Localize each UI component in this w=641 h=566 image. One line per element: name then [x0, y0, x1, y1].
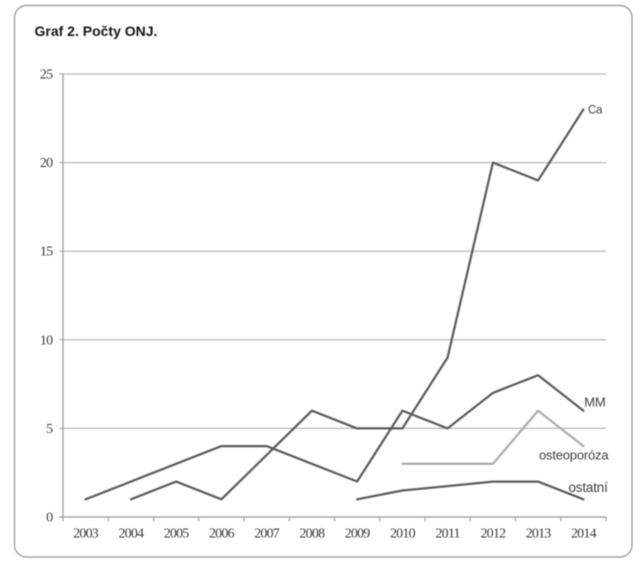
svg-text:Ca: Ca: [588, 105, 603, 117]
svg-text:25: 25: [40, 68, 53, 83]
svg-text:2012: 2012: [480, 527, 506, 542]
svg-text:10: 10: [40, 333, 53, 348]
svg-text:2007: 2007: [254, 527, 280, 542]
svg-text:ostatní: ostatní: [569, 480, 609, 495]
svg-text:20: 20: [40, 156, 53, 171]
svg-text:2005: 2005: [164, 527, 190, 542]
svg-text:15: 15: [40, 245, 53, 260]
svg-text:0: 0: [46, 511, 53, 526]
svg-text:2011: 2011: [435, 527, 460, 542]
svg-text:2004: 2004: [118, 527, 144, 542]
svg-text:2009: 2009: [345, 527, 371, 542]
svg-text:5: 5: [46, 422, 53, 437]
svg-text:2003: 2003: [73, 527, 99, 542]
svg-text:2014: 2014: [571, 527, 597, 542]
svg-text:Graf 2. Počty ONJ.: Graf 2. Počty ONJ.: [35, 23, 158, 39]
svg-text:osteoporóza: osteoporóza: [539, 448, 609, 463]
svg-text:2008: 2008: [299, 527, 325, 542]
svg-text:MM: MM: [584, 395, 605, 410]
svg-text:2010: 2010: [390, 527, 416, 542]
svg-text:2013: 2013: [526, 527, 552, 542]
svg-text:2006: 2006: [209, 527, 235, 542]
